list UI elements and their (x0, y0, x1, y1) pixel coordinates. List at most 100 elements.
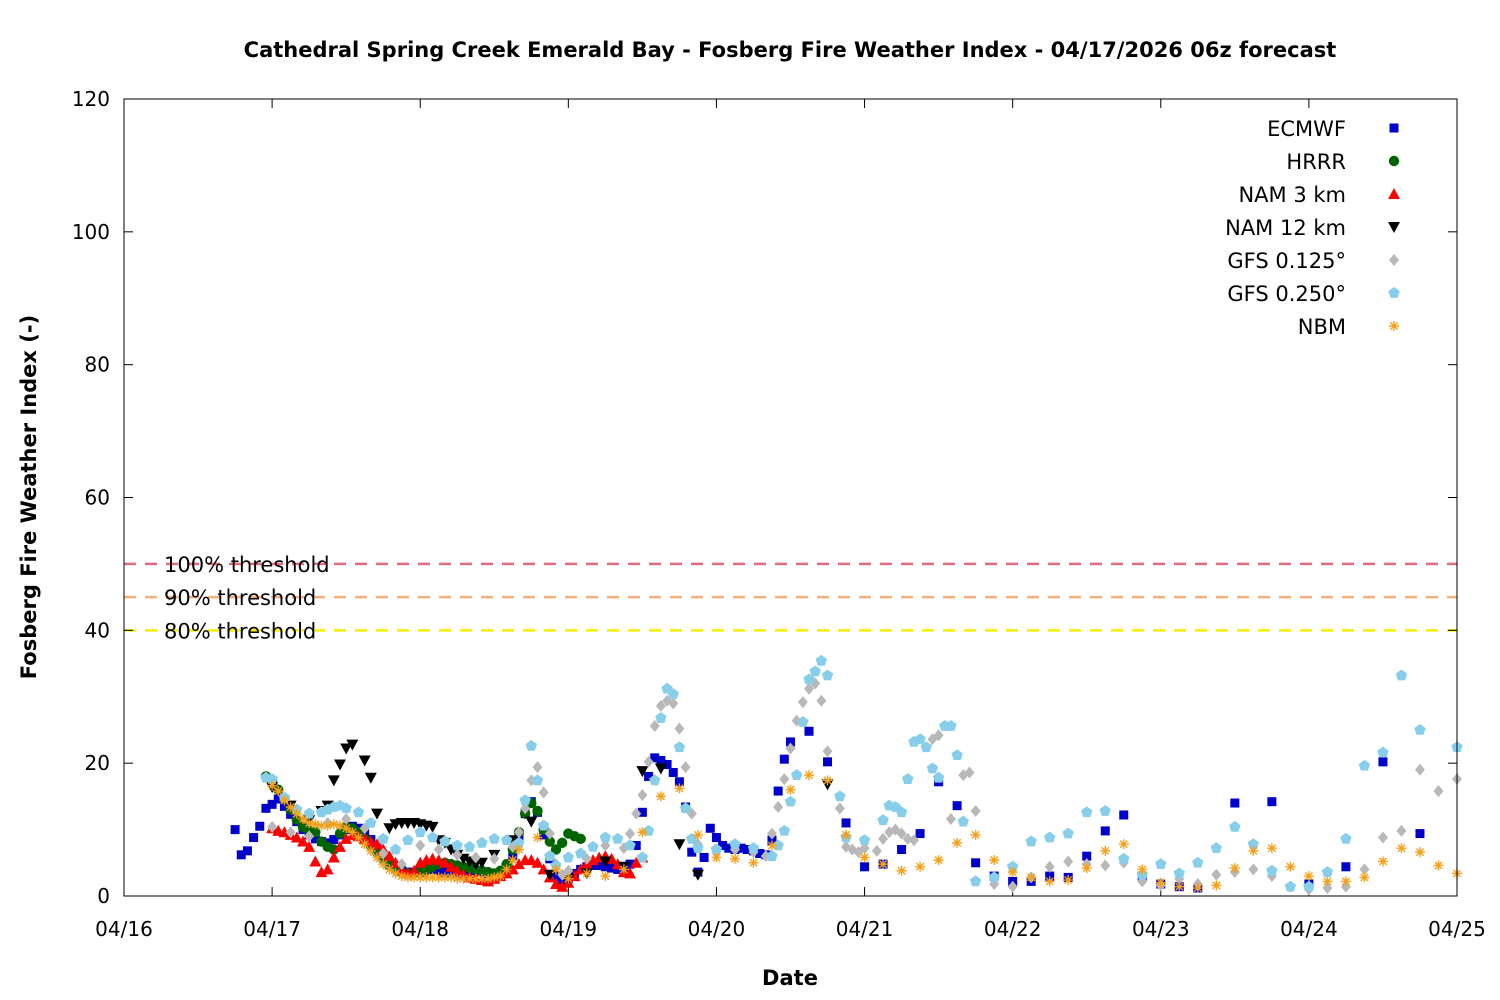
data-point (309, 855, 322, 867)
data-point (556, 837, 568, 849)
x-tick-label: 04/24 (1280, 917, 1338, 941)
data-point (1377, 831, 1388, 844)
data-point (945, 812, 956, 825)
data-point (785, 784, 796, 795)
data-point (711, 833, 721, 843)
data-point (624, 867, 637, 879)
data-point (507, 855, 518, 866)
data-point (1341, 862, 1351, 872)
data-point (625, 859, 635, 869)
data-point (452, 873, 463, 884)
data-point (834, 802, 845, 815)
data-point (785, 742, 796, 755)
data-point (489, 872, 500, 883)
legend-label: GFS 0.125° (1227, 249, 1346, 273)
data-point (334, 820, 345, 831)
data-point (426, 831, 439, 843)
data-point (488, 832, 500, 844)
data-point (1211, 868, 1222, 881)
data-point (525, 816, 538, 828)
data-point (841, 818, 851, 828)
data-point (747, 842, 760, 854)
data-point (438, 856, 451, 868)
data-point (230, 825, 240, 835)
legend-marker (1388, 222, 1400, 233)
data-point (333, 759, 346, 771)
data-point (933, 855, 944, 866)
data-point (607, 863, 617, 873)
data-point (1173, 867, 1185, 879)
data-point (655, 700, 666, 713)
data-point (458, 873, 469, 884)
data-point (452, 848, 463, 861)
data-point (649, 719, 660, 732)
data-point (915, 829, 925, 839)
data-point (1340, 832, 1352, 844)
data-point (773, 801, 784, 814)
data-point (445, 860, 458, 872)
legend-marker (1388, 188, 1400, 199)
data-point (1396, 843, 1407, 854)
data-point (631, 807, 642, 820)
legend-label: NBM (1298, 315, 1346, 339)
data-point (655, 791, 666, 802)
data-point (951, 749, 963, 761)
data-point (1248, 845, 1259, 856)
data-point (513, 836, 525, 848)
data-point (804, 770, 815, 781)
y-tick-label: 20 (85, 751, 110, 775)
data-point (575, 833, 586, 845)
data-point (396, 871, 407, 882)
data-point (692, 829, 703, 840)
legend-marker (1388, 155, 1400, 167)
data-point (705, 823, 715, 833)
data-point (600, 839, 611, 852)
data-point (834, 790, 846, 802)
data-point (346, 739, 359, 751)
data-point (1044, 860, 1055, 873)
data-point (267, 780, 278, 791)
legend-label: ECMWF (1267, 117, 1346, 141)
data-point (1395, 669, 1408, 681)
data-point (532, 761, 543, 774)
data-point (1414, 723, 1426, 735)
data-point (310, 834, 320, 844)
data-point (631, 841, 641, 851)
data-point (1063, 875, 1074, 886)
data-point (402, 872, 413, 883)
y-tick-label: 100 (72, 220, 110, 244)
data-point (1119, 810, 1129, 820)
data-point (1025, 835, 1037, 847)
data-point (878, 832, 889, 845)
y-tick-label: 80 (85, 353, 110, 377)
data-point (415, 839, 426, 852)
data-point (347, 827, 358, 838)
data-point (1414, 847, 1425, 858)
data-point (1229, 820, 1241, 832)
data-point (327, 851, 340, 863)
data-point (1007, 867, 1018, 878)
data-point (495, 871, 506, 882)
data-point (1174, 881, 1185, 892)
data-point (699, 852, 709, 862)
data-point (421, 872, 432, 883)
data-point (637, 807, 647, 817)
data-point (371, 808, 384, 820)
data-point (273, 794, 283, 804)
data-point (1248, 863, 1259, 876)
data-point (279, 801, 289, 811)
threshold-label: 100% threshold (164, 553, 330, 577)
data-point (1322, 876, 1333, 887)
threshold-label: 90% threshold (164, 586, 316, 610)
data-point (383, 823, 396, 835)
data-point (297, 813, 308, 824)
data-point (321, 863, 334, 875)
data-point (470, 873, 481, 884)
data-point (642, 824, 655, 836)
data-point (952, 801, 962, 811)
data-point (804, 726, 814, 736)
data-point (304, 817, 315, 828)
data-point (674, 783, 685, 794)
data-point (1266, 864, 1278, 876)
data-point (340, 802, 352, 814)
